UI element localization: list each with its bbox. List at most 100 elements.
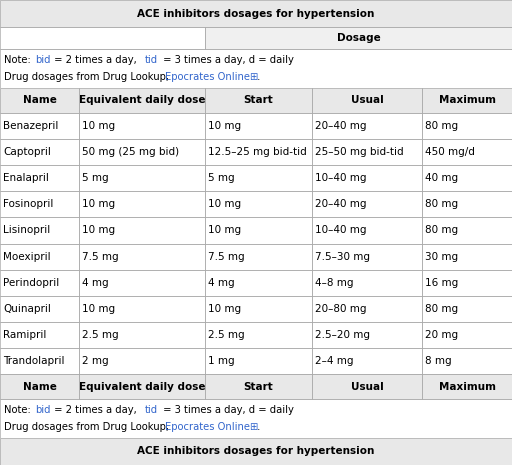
Text: 80 mg: 80 mg: [425, 226, 459, 235]
Bar: [422, 218, 512, 244]
Bar: [422, 348, 512, 374]
Text: 1 mg: 1 mg: [208, 356, 234, 366]
Bar: [79, 244, 205, 270]
Bar: [312, 191, 422, 218]
Bar: [422, 244, 512, 270]
Bar: [422, 270, 512, 296]
Bar: [312, 88, 422, 113]
Bar: [0, 399, 512, 438]
Bar: [312, 113, 422, 139]
Bar: [79, 165, 205, 191]
Text: Start: Start: [244, 382, 273, 392]
Bar: [205, 191, 312, 218]
Text: Start: Start: [244, 95, 273, 106]
Text: 80 mg: 80 mg: [425, 199, 459, 209]
Bar: [422, 374, 512, 399]
Text: 7.5 mg: 7.5 mg: [82, 252, 119, 262]
Bar: [422, 113, 512, 139]
Text: 10 mg: 10 mg: [208, 121, 241, 131]
Text: Epocrates Online⊞: Epocrates Online⊞: [165, 422, 259, 432]
Bar: [312, 88, 422, 113]
Text: bid: bid: [35, 55, 51, 65]
Bar: [422, 191, 512, 218]
Text: Usual: Usual: [351, 95, 383, 106]
Bar: [79, 88, 205, 113]
Bar: [79, 270, 205, 296]
Bar: [205, 165, 312, 191]
Bar: [422, 270, 512, 296]
Bar: [79, 113, 205, 139]
Bar: [312, 374, 422, 399]
Bar: [0, 296, 79, 322]
Text: 20–80 mg: 20–80 mg: [315, 304, 367, 314]
Text: 30 mg: 30 mg: [425, 252, 459, 262]
Bar: [79, 191, 205, 218]
Bar: [312, 374, 422, 399]
Bar: [205, 270, 312, 296]
Bar: [205, 244, 312, 270]
Bar: [312, 165, 422, 191]
Bar: [312, 113, 422, 139]
Bar: [205, 322, 312, 348]
Bar: [312, 296, 422, 322]
Bar: [205, 322, 312, 348]
Bar: [205, 165, 312, 191]
Bar: [205, 113, 312, 139]
Bar: [0, 27, 205, 49]
Bar: [205, 348, 312, 374]
Text: 8 mg: 8 mg: [425, 356, 452, 366]
Bar: [79, 296, 205, 322]
Text: ACE inhibitors dosages for hypertension: ACE inhibitors dosages for hypertension: [137, 8, 375, 19]
Bar: [0, 348, 79, 374]
Bar: [79, 218, 205, 244]
Bar: [205, 113, 312, 139]
Text: Maximum: Maximum: [439, 382, 496, 392]
Bar: [79, 296, 205, 322]
Bar: [0, 165, 79, 191]
Bar: [205, 218, 312, 244]
Text: = 2 times a day,: = 2 times a day,: [51, 55, 140, 65]
Bar: [79, 374, 205, 399]
Text: bid: bid: [35, 405, 51, 415]
Text: Name: Name: [23, 95, 57, 106]
Bar: [422, 88, 512, 113]
Text: 25–50 mg bid-tid: 25–50 mg bid-tid: [315, 147, 404, 157]
Text: Dosage: Dosage: [336, 33, 380, 43]
Text: Perindopril: Perindopril: [3, 278, 59, 288]
Text: tid: tid: [144, 55, 158, 65]
Bar: [0, 438, 512, 465]
Bar: [79, 88, 205, 113]
Bar: [205, 296, 312, 322]
Bar: [0, 348, 79, 374]
Bar: [312, 139, 422, 165]
Text: 12.5–25 mg bid-tid: 12.5–25 mg bid-tid: [208, 147, 307, 157]
Bar: [205, 270, 312, 296]
Bar: [422, 88, 512, 113]
Bar: [422, 322, 512, 348]
Text: 10 mg: 10 mg: [208, 226, 241, 235]
Text: 10–40 mg: 10–40 mg: [315, 173, 367, 183]
Text: Ramipril: Ramipril: [3, 330, 47, 340]
Text: Drug dosages from Drug Lookup,: Drug dosages from Drug Lookup,: [4, 72, 172, 82]
Bar: [422, 165, 512, 191]
Bar: [0, 113, 79, 139]
Bar: [312, 348, 422, 374]
Text: Benazepril: Benazepril: [3, 121, 58, 131]
Bar: [0, 88, 79, 113]
Bar: [79, 322, 205, 348]
Bar: [79, 191, 205, 218]
Text: 80 mg: 80 mg: [425, 304, 459, 314]
Text: 16 mg: 16 mg: [425, 278, 459, 288]
Bar: [312, 218, 422, 244]
Bar: [0, 191, 79, 218]
Bar: [312, 296, 422, 322]
Bar: [205, 88, 312, 113]
Bar: [205, 27, 512, 49]
Text: 20–40 mg: 20–40 mg: [315, 199, 367, 209]
Bar: [205, 374, 312, 399]
Bar: [79, 348, 205, 374]
Bar: [312, 218, 422, 244]
Bar: [422, 296, 512, 322]
Text: Moexipril: Moexipril: [3, 252, 51, 262]
Bar: [79, 244, 205, 270]
